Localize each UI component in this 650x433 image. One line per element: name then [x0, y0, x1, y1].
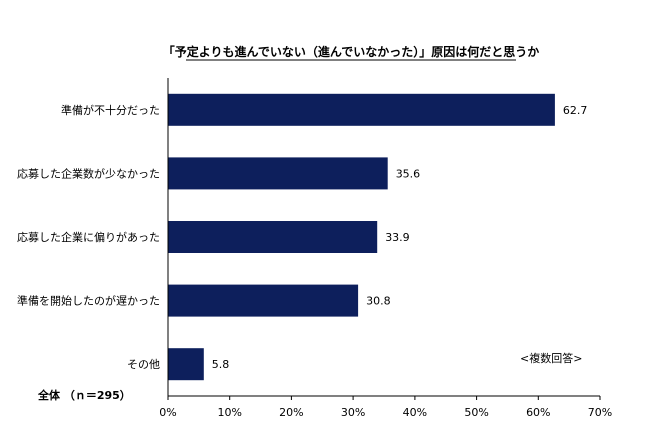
x-tick-label-1: 10% [217, 406, 241, 419]
category-label-5: その他 [127, 358, 160, 371]
x-tick-label-5: 50% [464, 406, 488, 419]
x-axis-ticks: 0% 10% 20% 30% 40% 50% 60% 70% [159, 396, 612, 419]
bar-2 [168, 157, 388, 190]
x-tick-label-3: 30% [341, 406, 365, 419]
bar-1 [168, 93, 555, 126]
data-label-3: 33.9 [385, 231, 410, 244]
data-label-5: 5.8 [212, 358, 230, 371]
bar-4 [168, 284, 359, 317]
data-labels: 62.7 35.6 33.9 30.8 5.8 [212, 104, 588, 371]
x-tick-label-7: 70% [588, 406, 612, 419]
category-labels: 準備が不十分だった応募した企業数が少なかった応募した企業に偏りがあった準備を開始… [17, 103, 160, 371]
x-tick-label-6: 60% [526, 406, 550, 419]
bar-3 [168, 221, 378, 253]
bar-5 [168, 348, 204, 381]
category-label-3: 応募した企業に偏りがあった [17, 230, 160, 244]
category-label-4: 準備を開始したのが遅かった [17, 294, 160, 308]
x-tick-label-0: 0% [159, 406, 176, 419]
data-label-1: 62.7 [563, 104, 588, 117]
total-sample-label: 全体 （ｎ＝295） [37, 388, 131, 402]
bars [168, 93, 555, 381]
category-label-1: 準備が不十分だった [61, 103, 160, 117]
data-label-4: 30.8 [366, 295, 391, 308]
category-label-2: 応募した企業数が少なかった [17, 166, 160, 180]
multiple-answer-note: <複数回答> [520, 351, 582, 365]
x-tick-label-4: 40% [403, 406, 427, 419]
x-tick-label-2: 20% [279, 406, 303, 419]
chart-title: 「予定よりも進んでいない（進んでいなかった）」原因は何だと思うか [163, 44, 540, 59]
data-label-2: 35.6 [396, 167, 421, 180]
